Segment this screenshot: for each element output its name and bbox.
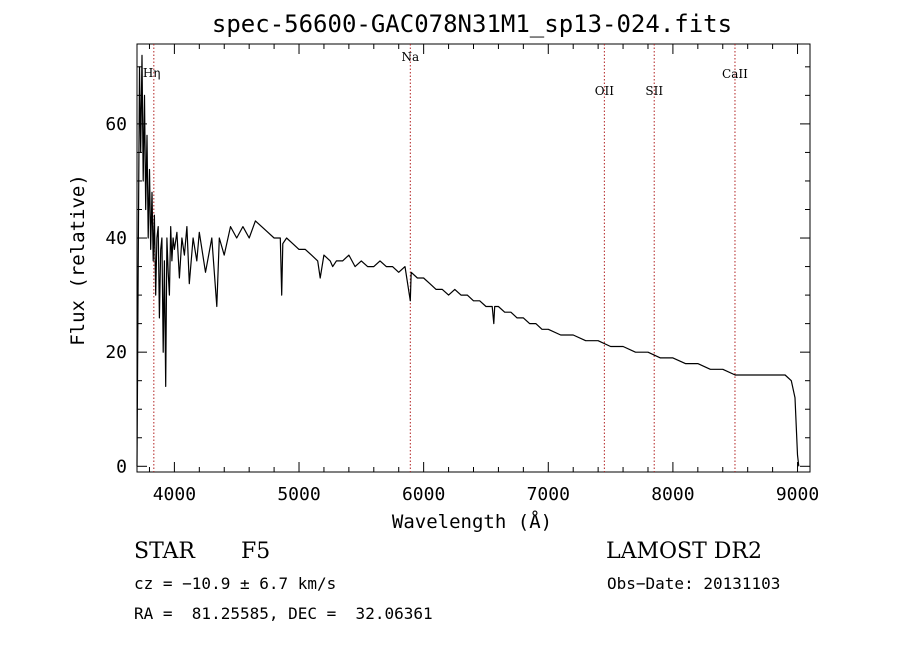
redshift-velocity: cz = −10.9 ± 6.7 km/s <box>134 574 337 593</box>
spectral-line-label: Hη <box>143 66 161 80</box>
spectral-line-label: SII <box>645 84 663 98</box>
coordinates: RA = 81.25585, DEC = 32.06361 <box>134 604 433 623</box>
x-tick-label: 6000 <box>402 484 445 505</box>
x-axis-label: Wavelength (Å) <box>392 510 552 533</box>
y-tick-label: 20 <box>105 342 127 363</box>
y-tick-label: 0 <box>116 456 127 477</box>
x-tick-label: 4000 <box>153 484 196 505</box>
object-subclass: F5 <box>241 539 271 564</box>
x-tick-label: 7000 <box>527 484 570 505</box>
plot-frame <box>136 43 811 473</box>
y-axis-label: Flux (relative) <box>67 174 89 346</box>
spectral-line-label: Na <box>401 50 419 64</box>
x-tick-label: 9000 <box>776 484 819 505</box>
plot-area: 4000 5000 6000 7000 8000 9000 0 20 40 60 Hη Na OII SI… <box>105 43 819 505</box>
chart-title: spec-56600-GAC078N31M1_sp13-024.fits <box>212 10 732 38</box>
y-tick-label: 60 <box>105 114 127 135</box>
survey-name: LAMOST DR2 <box>606 539 762 564</box>
object-class: STAR <box>134 539 195 564</box>
x-tick-label: 8000 <box>651 484 694 505</box>
x-tick-label: 5000 <box>277 484 320 505</box>
spectral-line-label: CaII <box>722 67 748 81</box>
y-tick-label: 40 <box>105 228 127 249</box>
flux-series-line <box>136 54 800 467</box>
spectral-line-label: OII <box>595 84 615 98</box>
observation-date: Obs−Date: 20131103 <box>607 574 781 593</box>
